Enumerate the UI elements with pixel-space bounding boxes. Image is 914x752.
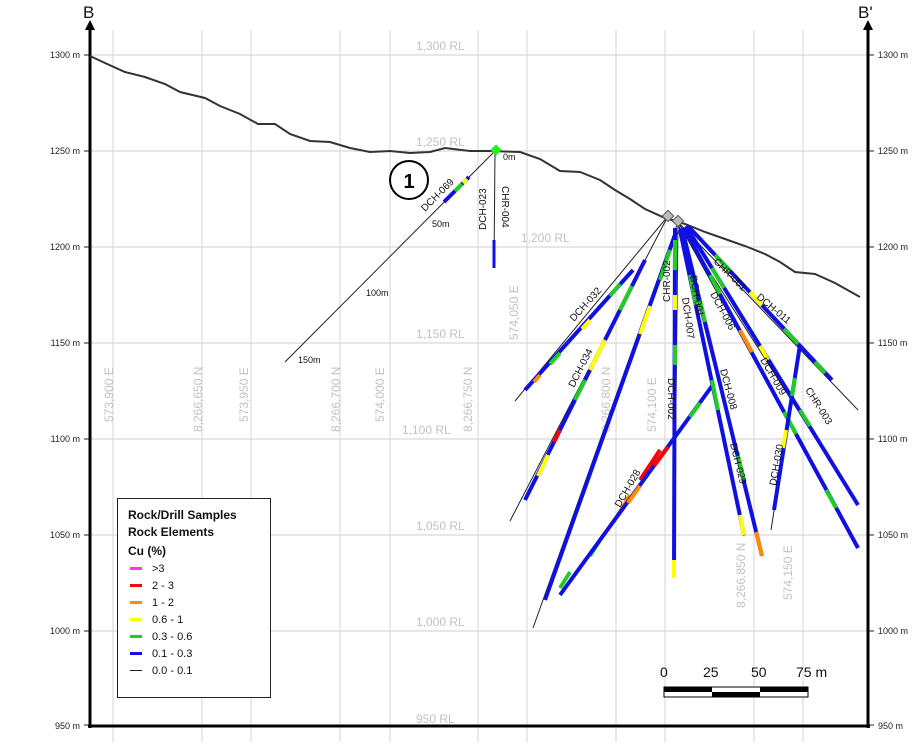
- legend-item: 1 - 2: [128, 594, 260, 611]
- scale-tick-label: 0: [660, 664, 668, 680]
- collar-markers: [490, 144, 685, 228]
- depth-label: 150m: [298, 355, 321, 365]
- rl-label: 1,200 RL: [521, 231, 570, 245]
- elevation-label: 1300 m: [50, 50, 80, 60]
- grid-label: 574,000 E: [373, 367, 387, 422]
- elevation-label: 1100 m: [51, 434, 80, 444]
- depth-label: 100m: [366, 288, 389, 298]
- section-start-label: B: [83, 3, 94, 22]
- legend-item: 0.0 - 0.1: [128, 662, 260, 679]
- elevation-label: 950 m: [878, 721, 903, 731]
- legend-field: Cu (%): [128, 544, 166, 558]
- elevation-labels-right: 1300 m 1250 m 1200 m 1150 m 1100 m 1050 …: [878, 50, 908, 731]
- section-frame: [88, 28, 870, 728]
- rl-label: 1,000 RL: [416, 615, 465, 629]
- left-arrow-icon: [85, 20, 95, 30]
- scale-tick-label: 25: [703, 664, 719, 680]
- elevation-label: 1150 m: [51, 338, 80, 348]
- legend-swatch: [130, 618, 142, 621]
- rl-label: 1,050 RL: [416, 519, 465, 533]
- legend-swatch: [130, 652, 142, 655]
- legend-item-label: 0.3 - 0.6: [152, 630, 193, 643]
- scale-tick-label: 50: [751, 664, 767, 680]
- legend-item: >3: [128, 560, 260, 577]
- elevation-labels-left: 1300 m 1250 m 1200 m 1150 m 1100 m 1050 …: [50, 50, 80, 731]
- depth-label: 50m: [432, 219, 450, 229]
- rl-label: 1,150 RL: [416, 327, 465, 341]
- callout-number: 1: [403, 171, 414, 193]
- grid-label: 573,900 E: [102, 367, 116, 422]
- legend-swatch: [130, 584, 142, 587]
- grid-coordinate-labels: 573,900 E 8,266,650 N 573,950 E 8,266,70…: [102, 285, 795, 608]
- hole-label: DCH-002: [665, 378, 676, 420]
- topography-line: [89, 55, 861, 298]
- legend-panel: Rock/Drill Samples Rock Elements Cu (%) …: [117, 498, 271, 698]
- legend-item: 2 - 3: [128, 577, 260, 594]
- elevation-label: 1150 m: [878, 338, 907, 348]
- rl-label: 1,100 RL: [402, 423, 451, 437]
- elevation-label: 1200 m: [878, 242, 908, 252]
- hole-label: DCH-023: [478, 188, 489, 230]
- coordinate-gridlines: [112, 30, 804, 742]
- legend-item-label: 0.6 - 1: [152, 613, 184, 626]
- rl-labels: 1,300 RL 1,250 RL 1,200 RL 1,150 RL 1,10…: [402, 39, 570, 726]
- legend-swatch: [130, 670, 142, 671]
- grid-label: 574,100 E: [645, 377, 659, 432]
- elevation-label: 1100 m: [878, 434, 907, 444]
- rl-label: 950 RL: [416, 712, 455, 726]
- legend-item-label: 0.0 - 0.1: [152, 664, 193, 677]
- rl-label: 1,250 RL: [416, 135, 465, 149]
- grid-label: 8,266,850 N: [734, 543, 748, 608]
- scale-tick-label: 75 m: [796, 664, 827, 680]
- rl-label: 1,300 RL: [416, 39, 465, 53]
- hole-label: DCH-030: [768, 443, 786, 486]
- right-arrow-icon: [863, 20, 873, 30]
- grid-label: 8,266,650 N: [191, 367, 205, 432]
- legend-subtitle: Rock Elements: [128, 525, 215, 539]
- scale-bar: 0 25 50 75 m: [660, 664, 827, 698]
- elevation-label: 1200 m: [50, 242, 80, 252]
- depth-label: 0m: [503, 152, 516, 162]
- section-end-label: B': [858, 3, 873, 22]
- hole-label: CHR-002: [662, 260, 673, 302]
- legend-item: 0.6 - 1: [128, 611, 260, 628]
- legend-swatch: [130, 601, 142, 604]
- assay-intervals: [442, 175, 860, 601]
- legend-title: Rock/Drill Samples: [128, 508, 237, 522]
- legend-item: 0.3 - 0.6: [128, 628, 260, 645]
- hole-label: DCH-032: [568, 285, 604, 324]
- legend-item-label: 1 - 2: [152, 596, 175, 609]
- grid-label: 8,266,750 N: [461, 367, 475, 432]
- grid-label: 574,150 E: [781, 545, 795, 600]
- hole-label: CHR-004: [499, 186, 510, 228]
- legend-item-label: 2 - 3: [152, 579, 175, 592]
- grid-label: 8,266,700 N: [329, 367, 343, 432]
- grid-label: 574,050 E: [507, 285, 521, 340]
- callout-marker: 1: [389, 160, 429, 200]
- elevation-label: 1000 m: [50, 626, 80, 636]
- legend-item: 0.1 - 0.3: [128, 645, 260, 662]
- elevation-label: 1050 m: [878, 530, 908, 540]
- grid-label: 573,950 E: [237, 367, 251, 422]
- elevation-label: 1000 m: [878, 626, 908, 636]
- elevation-label: 1250 m: [878, 146, 908, 156]
- legend-swatch: [130, 635, 142, 638]
- legend-item-label: >3: [152, 562, 165, 575]
- elevation-label: 1250 m: [50, 146, 80, 156]
- elevation-label: 1050 m: [50, 530, 80, 540]
- legend-swatch: [130, 567, 142, 570]
- legend-item-label: 0.1 - 0.3: [152, 647, 193, 660]
- depth-labels: 0m 50m 100m 150m: [298, 152, 516, 365]
- elevation-label: 1300 m: [878, 50, 908, 60]
- elevation-label: 950 m: [55, 721, 80, 731]
